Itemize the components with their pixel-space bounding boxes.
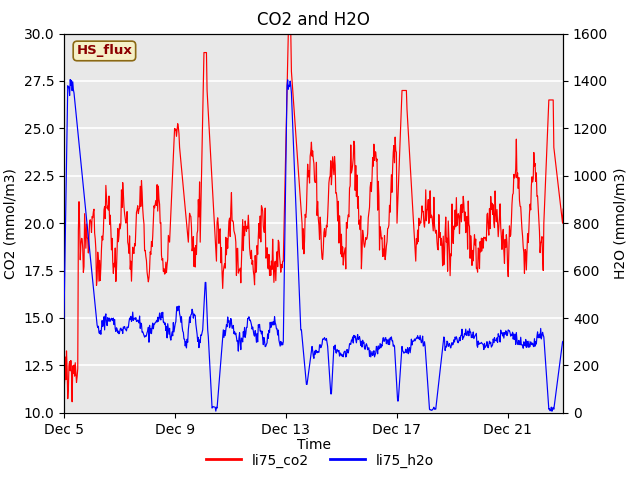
Title: CO2 and H2O: CO2 and H2O [257, 11, 370, 29]
Legend: li75_co2, li75_h2o: li75_co2, li75_h2o [200, 448, 440, 473]
Y-axis label: H2O (mmol/m3): H2O (mmol/m3) [614, 168, 628, 279]
X-axis label: Time: Time [296, 438, 331, 452]
Y-axis label: CO2 (mmol/m3): CO2 (mmol/m3) [4, 168, 18, 278]
Text: HS_flux: HS_flux [77, 45, 132, 58]
